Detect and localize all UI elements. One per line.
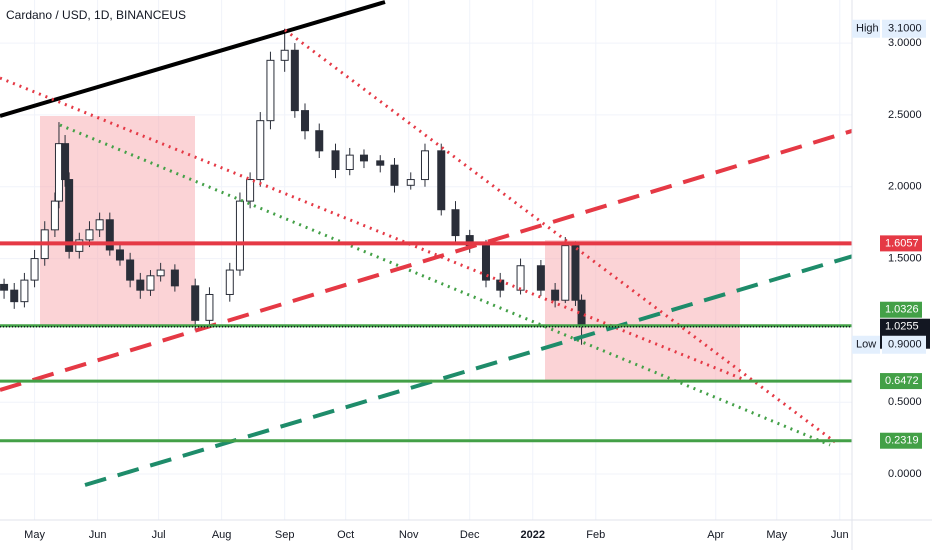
candle-body: [359, 154, 368, 162]
candle-body: [75, 239, 84, 252]
y-tick-label: 3.0000: [888, 37, 922, 49]
candle-body: [235, 200, 244, 271]
x-tick-label: Jul: [152, 529, 166, 541]
candle-body: [516, 265, 525, 291]
candle-body: [205, 293, 214, 321]
price-axis: [852, 0, 932, 550]
candle-body: [0, 283, 9, 291]
candle-body: [136, 279, 145, 291]
x-tick-label: Sep: [275, 529, 295, 541]
extreme-price: 0.9000: [888, 339, 922, 351]
candle-body: [105, 219, 114, 251]
x-tick-label: Feb: [586, 529, 605, 541]
candle-body: [577, 299, 586, 328]
last-price-label: 1.0255: [885, 321, 919, 333]
x-tick-label: 2022: [521, 529, 545, 541]
extreme-tag: [852, 335, 880, 354]
extreme-name: Low: [856, 339, 876, 351]
trend-line: [59, 123, 831, 447]
candle-body: [420, 150, 429, 181]
candle-body: [156, 269, 165, 277]
candles: [0, 28, 586, 345]
candle-body: [115, 249, 124, 261]
candle-body: [536, 265, 545, 291]
y-tick-label: 2.5000: [888, 109, 922, 121]
candle-body: [61, 143, 70, 181]
time-axis: [0, 520, 852, 550]
candle-body: [225, 269, 234, 295]
extreme-tag: [882, 19, 926, 38]
y-tick-label: 0.5000: [888, 396, 922, 408]
x-tick-label: Apr: [707, 529, 724, 541]
candle-body: [561, 245, 570, 301]
candle-body: [85, 229, 94, 241]
extreme-name: High: [856, 23, 879, 35]
y-tick-label: 1.5000: [888, 252, 922, 264]
candle-body: [290, 49, 299, 112]
candle-body: [50, 200, 59, 231]
y-tick-label: 0.0000: [888, 468, 922, 480]
price-tag: [880, 373, 922, 390]
candle-body: [390, 164, 399, 186]
trend-line: [0, 76, 746, 382]
extreme-tag: [882, 335, 926, 354]
trend-line: [0, 125, 866, 392]
x-tick-label: May: [766, 529, 787, 541]
candle-body: [126, 259, 135, 281]
price-tag: [880, 235, 922, 252]
x-tick-label: Jun: [831, 529, 849, 541]
candle-body: [170, 269, 179, 287]
price-tag-label: 1.6057: [885, 237, 919, 249]
candle-body: [481, 245, 490, 281]
trend-line: [0, 0, 386, 118]
x-tick-label: Nov: [399, 529, 419, 541]
candle-body: [280, 49, 289, 61]
x-tick-label: Aug: [212, 529, 232, 541]
chart-title: Cardano / USD, 1D, BINANCEUS: [6, 8, 186, 22]
candle-body: [246, 179, 255, 202]
candle-body: [571, 245, 580, 301]
x-tick-label: Jun: [89, 529, 107, 541]
extreme-tag: [852, 19, 880, 38]
price-tag-label: 0.2319: [885, 435, 919, 447]
axis-labels: 3.0000 2.5000 2.0000 1.5000 0.5000 0.0000 May J…: [24, 19, 930, 541]
x-tick-label: May: [24, 529, 45, 541]
candle-body: [95, 219, 104, 231]
x-tick-label: Oct: [337, 529, 354, 541]
candle-body: [146, 275, 155, 291]
candle-body: [551, 289, 560, 301]
candle-body: [301, 110, 310, 132]
levels: [0, 241, 852, 443]
price-tag-label: 0.6472: [885, 375, 919, 387]
candle-body: [437, 150, 446, 211]
candle-body: [10, 289, 19, 303]
candle-body: [315, 130, 324, 152]
candle-body: [376, 160, 385, 166]
candle-body: [266, 59, 275, 122]
candle-body: [331, 150, 340, 171]
trend-line: [284, 28, 836, 444]
price-tag: [880, 301, 922, 318]
candle-body: [451, 209, 460, 237]
y-tick-label: 2.0000: [888, 181, 922, 193]
candle-body: [191, 285, 200, 321]
price-tag-label: 1.0326: [885, 304, 919, 316]
trend-line: [84, 246, 881, 487]
candle-body: [406, 179, 415, 186]
candle-body: [345, 154, 354, 171]
candle-body: [30, 258, 39, 281]
candle-body: [256, 120, 265, 181]
x-tick-label: Dec: [460, 529, 480, 541]
candle-body: [65, 179, 74, 252]
price-tag: [880, 432, 922, 449]
candle-body: [20, 279, 29, 303]
extreme-price: 3.1000: [888, 23, 922, 35]
